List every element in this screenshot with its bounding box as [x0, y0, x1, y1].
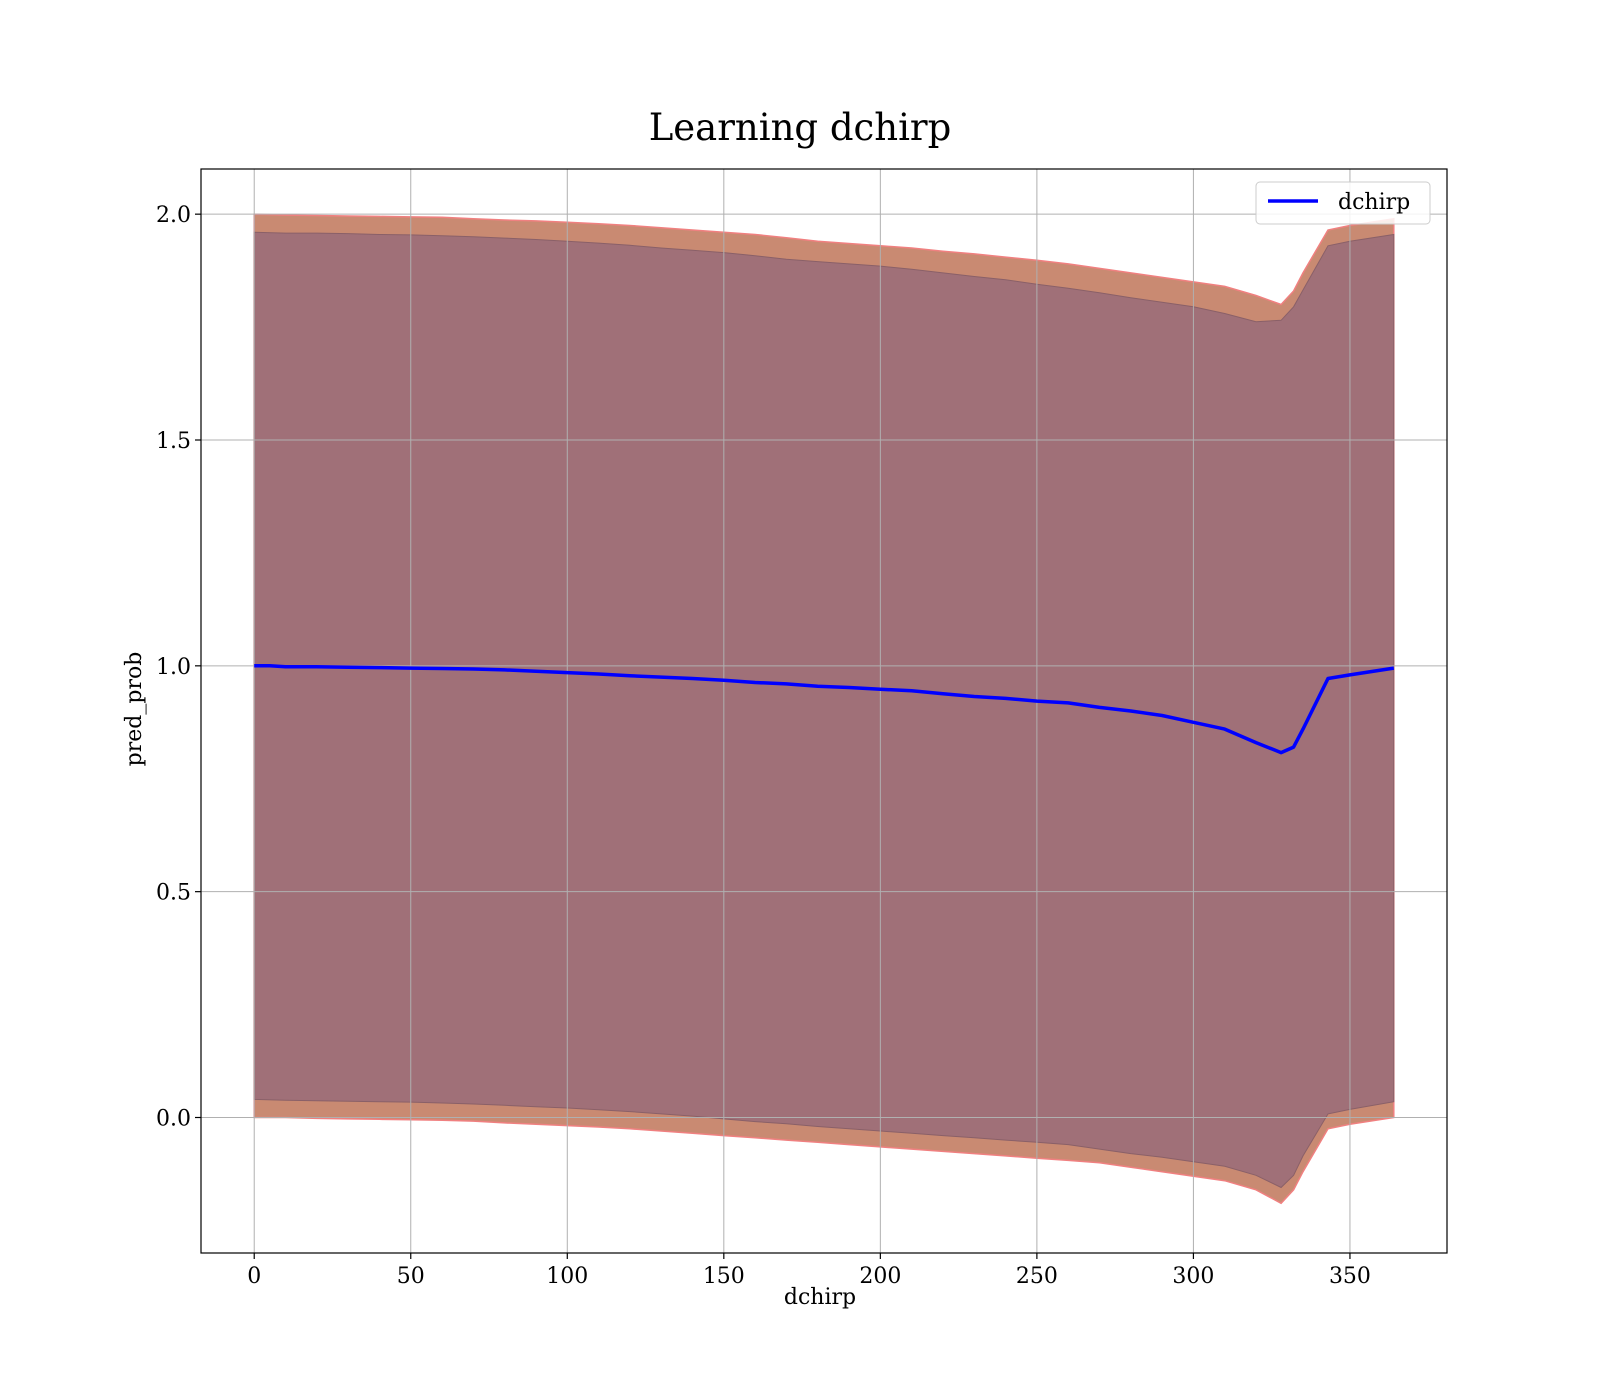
plot-area — [201, 169, 1447, 1253]
x-tick-label: 0 — [247, 1264, 261, 1289]
plot-frame — [200, 168, 1448, 1254]
x-tick-label: 150 — [703, 1264, 745, 1289]
y-axis-title: pred_prob — [122, 652, 147, 767]
legend-box — [1255, 181, 1431, 225]
legend: dchirp — [1255, 181, 1431, 225]
y-tick-label: 2.0 — [156, 203, 191, 228]
y-tick-label: 1.0 — [156, 655, 191, 680]
chart-title: Learning dchirp — [649, 106, 952, 149]
y-tick-label: 1.5 — [156, 429, 191, 454]
y-tick-label: 0.0 — [156, 1107, 191, 1132]
axis-ticks: 0 50 100 150 200 250 300 350 0.0 0.5 1.0 1.5 2.0 — [156, 203, 1371, 1289]
x-tick-label: 100 — [546, 1264, 588, 1289]
x-tick-label: 50 — [397, 1264, 425, 1289]
x-tick-label: 200 — [859, 1264, 901, 1289]
legend-label: dchirp — [1338, 190, 1410, 215]
series-line-dchirp — [254, 664, 1395, 755]
x-tick-label: 250 — [1016, 1264, 1058, 1289]
x-tick-label: 300 — [1172, 1264, 1214, 1289]
y-tick-label: 0.5 — [156, 881, 191, 906]
x-tick-label: 350 — [1329, 1264, 1371, 1289]
x-axis-title: dchirp — [784, 1285, 856, 1310]
inner-band — [253, 231, 1395, 1189]
